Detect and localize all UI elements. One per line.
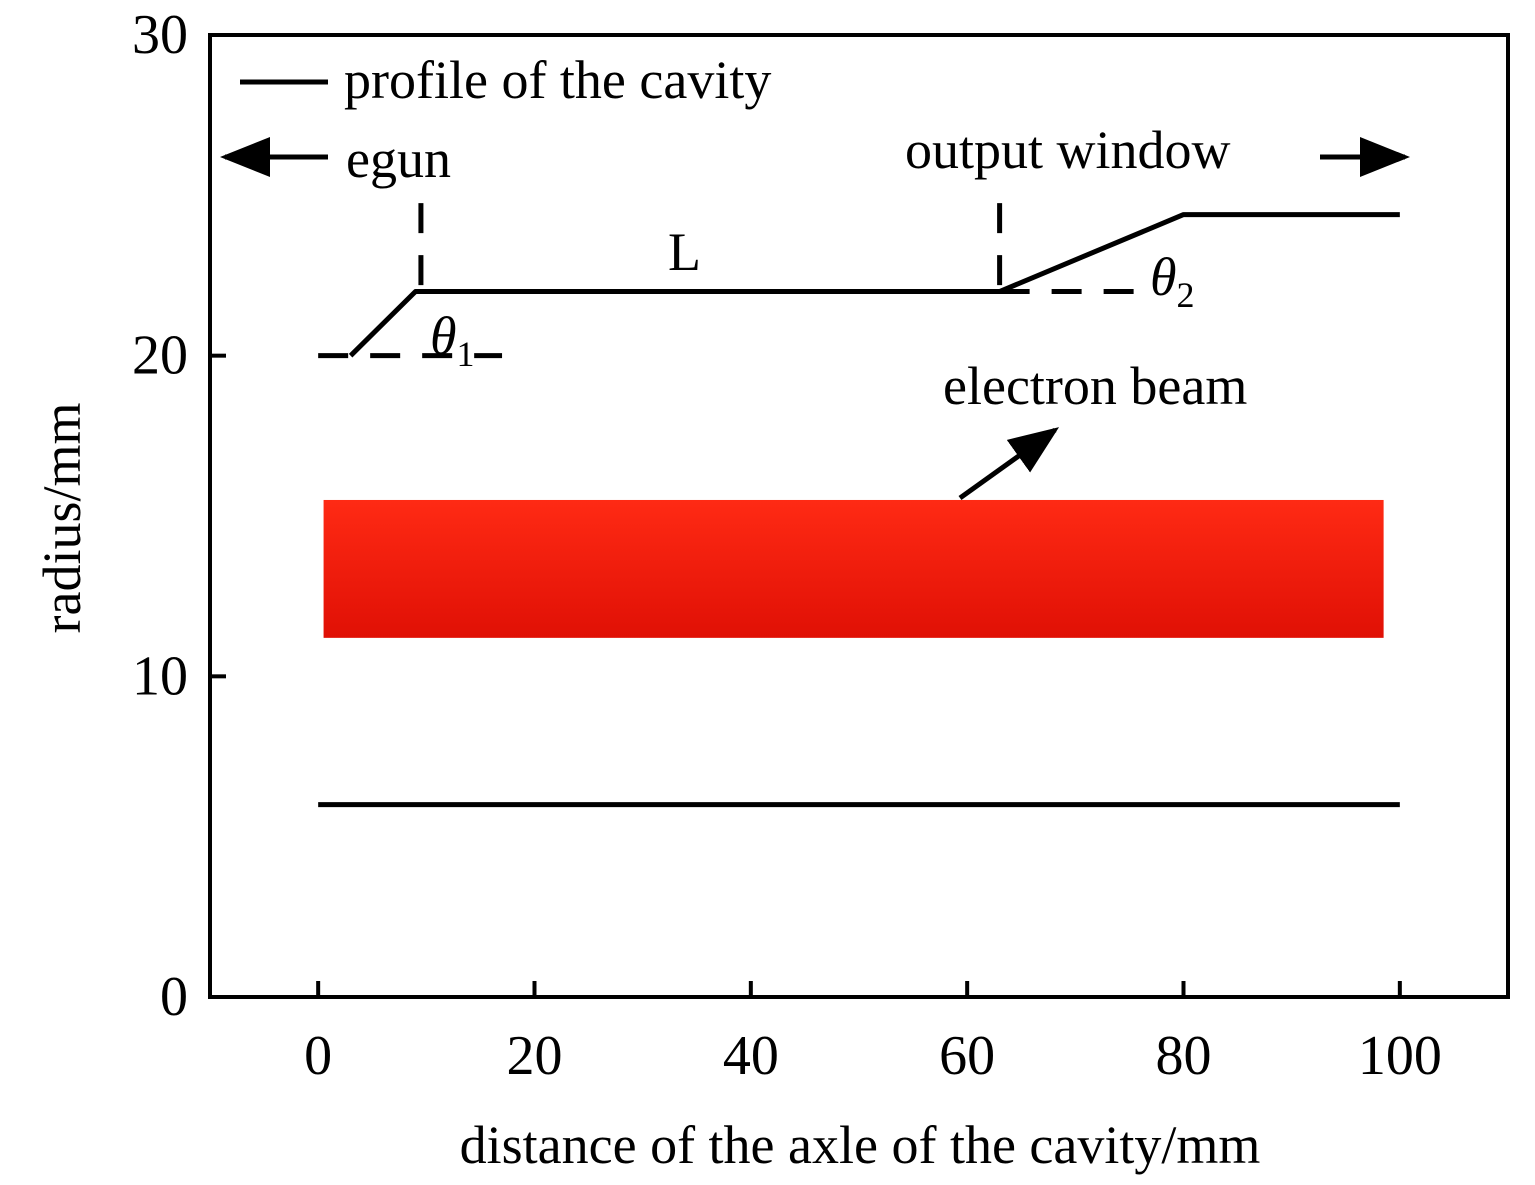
x-tick-label: 0 (304, 1025, 332, 1087)
x-tick-label: 20 (507, 1025, 563, 1087)
x-tick-label: 40 (723, 1025, 779, 1087)
y-tick-label: 30 (132, 4, 188, 66)
x-tick-label: 100 (1358, 1025, 1442, 1087)
theta1-label: θ1 (430, 306, 475, 374)
y-tick-label: 0 (160, 966, 188, 1028)
egun-label: egun (346, 129, 451, 189)
dashed-guides (318, 195, 1141, 359)
x-axis-title: distance of the axle of the cavity/mm (460, 1115, 1261, 1175)
theta2-label: θ2 (1150, 247, 1195, 315)
axis-ticks (210, 33, 1402, 999)
x-tick-label: 80 (1156, 1025, 1212, 1087)
theta2-subscript: 2 (1177, 275, 1195, 315)
electron-beam-label: electron beam (943, 356, 1247, 416)
plot-frame (208, 33, 1510, 999)
electron-beam-arrow (958, 427, 1060, 501)
legend-entry-profile: profile of the cavity (344, 50, 771, 110)
x-tick-label: 60 (939, 1025, 995, 1087)
y-tick-label: 10 (132, 645, 188, 707)
y-tick-label: 20 (132, 325, 188, 387)
y-axis-title: radius/mm (32, 403, 92, 634)
profile-segment-0 (348, 212, 1400, 358)
axis-tick-labels: 0 20 40 60 80 100 0 10 20 30 (132, 4, 1442, 1087)
output-window-label: output window (905, 120, 1231, 180)
length-label: L (668, 222, 701, 282)
electron-beam-band (323, 499, 1384, 638)
theta1-subscript: 1 (457, 334, 475, 374)
